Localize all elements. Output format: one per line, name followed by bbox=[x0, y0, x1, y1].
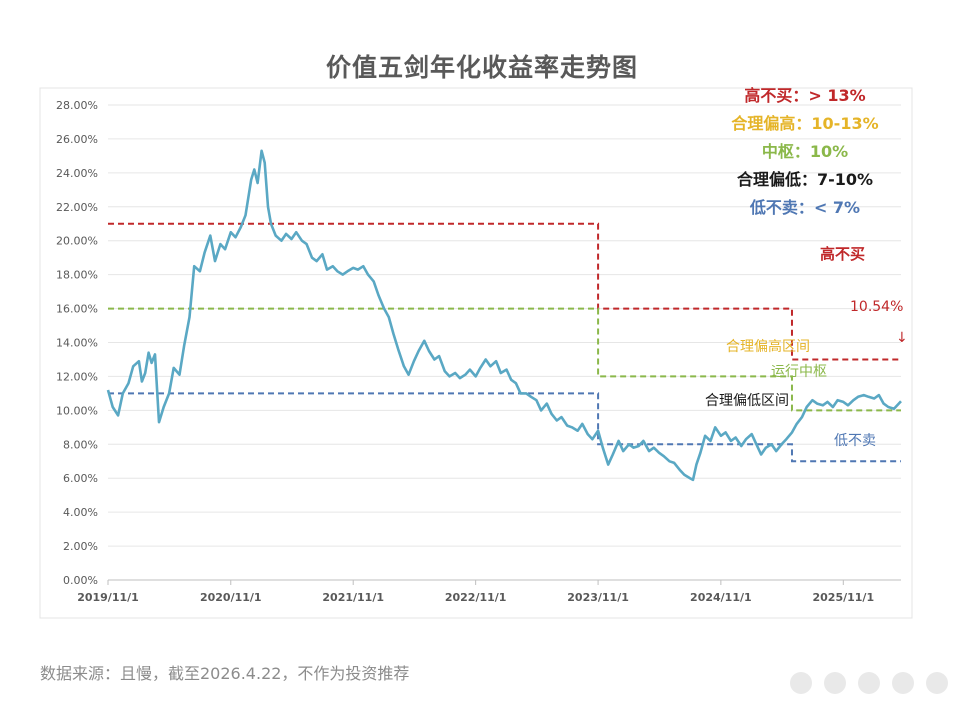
share-toolbar bbox=[790, 672, 948, 694]
threshold-line bbox=[108, 307, 901, 412]
y-tick-label: 12.00% bbox=[56, 370, 98, 383]
legend-reasonable-high: 合理偏高：10-13% bbox=[690, 110, 920, 134]
share-dot-icon[interactable] bbox=[926, 672, 948, 694]
threshold-line bbox=[108, 392, 901, 463]
legend-reasonable-low-value: 7-10% bbox=[816, 170, 874, 189]
legend-center-label: 中枢： bbox=[761, 142, 810, 161]
threshold-line bbox=[108, 222, 901, 361]
plot-frame bbox=[39, 87, 913, 619]
y-tick-label: 8.00% bbox=[63, 438, 98, 451]
share-dot-icon[interactable] bbox=[858, 672, 880, 694]
y-tick-label: 24.00% bbox=[56, 167, 98, 180]
y-tick-label: 0.00% bbox=[63, 574, 98, 587]
y-tick-label: 10.00% bbox=[56, 404, 98, 417]
y-tick-label: 14.00% bbox=[56, 337, 98, 350]
x-tick-label: 2023/11/1 bbox=[567, 591, 629, 604]
threshold-bands bbox=[108, 222, 901, 463]
legend-center: 中枢：10% bbox=[690, 138, 920, 162]
y-tick-label: 26.00% bbox=[56, 133, 98, 146]
x-tick-label: 2022/11/1 bbox=[445, 591, 507, 604]
annotation-low-no-sell: 低不卖 bbox=[834, 433, 876, 449]
y-tick-label: 6.00% bbox=[63, 472, 98, 485]
y-tick-label: 16.00% bbox=[56, 303, 98, 316]
x-tick-label: 2020/11/1 bbox=[200, 591, 262, 604]
series-line bbox=[106, 149, 902, 482]
y-tick-label: 20.00% bbox=[56, 235, 98, 248]
data-source-note: 数据来源：且慢，截至2026.4.22，不作为投资推荐 bbox=[40, 664, 410, 683]
annotation-running-center: 运行中枢 bbox=[771, 364, 827, 380]
x-axis-ticks: 2019/11/1 2020/11/1 2021/11/1 2022/11/1 2023… bbox=[77, 580, 874, 604]
annotation-high-no-buy: 高不买 bbox=[820, 245, 866, 263]
y-tick-label: 28.00% bbox=[56, 99, 98, 112]
legend-reasonable-low-label: 合理偏低： bbox=[736, 170, 817, 189]
share-dot-icon[interactable] bbox=[824, 672, 846, 694]
legend-reasonable-high-label: 合理偏高： bbox=[731, 114, 812, 133]
x-tick-label: 2025/11/1 bbox=[812, 591, 874, 604]
legend-low-no-sell: 低不卖：< 7% bbox=[690, 194, 920, 218]
share-dot-icon[interactable] bbox=[790, 672, 812, 694]
annotation-reasonable-low-zone: 合理偏低区间 bbox=[705, 393, 789, 409]
legend-reasonable-low: 合理偏低：7-10% bbox=[690, 166, 920, 190]
series-layer bbox=[106, 149, 902, 482]
annotation-latest-value: 10.54% bbox=[850, 299, 904, 315]
legend-high-no-buy-value: > 13% bbox=[808, 86, 866, 105]
legend-reasonable-high-value: 10-13% bbox=[811, 114, 879, 133]
x-tick-label: 2019/11/1 bbox=[77, 591, 139, 604]
legend-low-no-sell-label: 低不卖： bbox=[749, 198, 814, 217]
legend-high-no-buy: 高不买：> 13% bbox=[690, 82, 920, 106]
y-axis-ticks: 0.00% 2.00% 4.00% 6.00% 8.00% 10.00% 12.00% 14.… bbox=[56, 99, 98, 587]
y-tick-label: 4.00% bbox=[63, 506, 98, 519]
down-arrow-icon: ↓ bbox=[896, 330, 908, 346]
y-tick-label: 2.00% bbox=[63, 540, 98, 553]
y-tick-label: 22.00% bbox=[56, 201, 98, 214]
y-tick-label: 18.00% bbox=[56, 269, 98, 282]
chart-title: 价值五剑年化收益率走势图 bbox=[325, 53, 638, 82]
share-dot-icon[interactable] bbox=[892, 672, 914, 694]
x-tick-label: 2021/11/1 bbox=[322, 591, 384, 604]
x-tick-label: 2024/11/1 bbox=[690, 591, 752, 604]
annotation-reasonable-high-zone: 合理偏高区间 bbox=[726, 339, 810, 355]
legend-center-value: 10% bbox=[809, 142, 849, 161]
legend-high-no-buy-label: 高不买： bbox=[744, 86, 809, 105]
legend-low-no-sell-value: < 7% bbox=[813, 198, 861, 217]
